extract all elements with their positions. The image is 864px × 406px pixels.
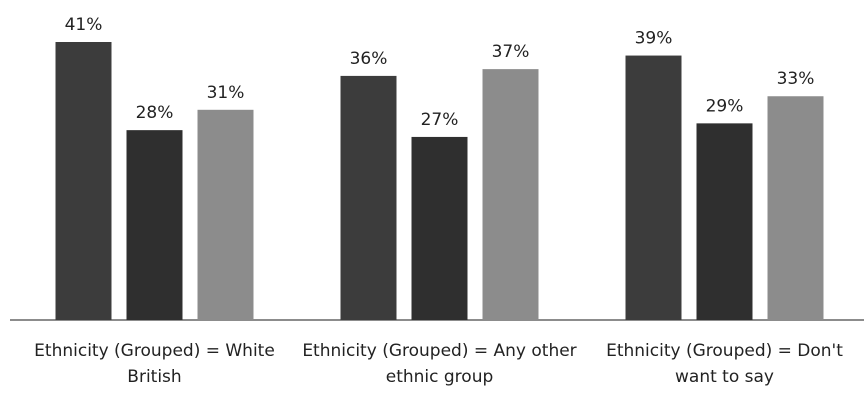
value-label: 37% <box>492 42 530 62</box>
bar <box>197 109 254 321</box>
bar <box>625 55 682 320</box>
bar <box>696 123 753 321</box>
bar <box>767 96 824 321</box>
value-label: 27% <box>421 110 459 130</box>
bar <box>126 130 183 320</box>
value-label: 39% <box>635 29 673 49</box>
value-label: 41% <box>65 15 103 35</box>
value-label: 28% <box>136 103 174 123</box>
x-tick-label: Ethnicity (Grouped) = Don't want to say <box>606 341 843 387</box>
x-tick-label: Ethnicity (Grouped) = White British <box>34 341 275 387</box>
value-label: 36% <box>350 49 388 69</box>
bar <box>55 42 112 320</box>
value-label: 33% <box>777 69 815 89</box>
bar <box>482 69 539 320</box>
value-label: 29% <box>706 96 744 116</box>
x-tick-label: Ethnicity (Grouped) = Any other ethnic g… <box>302 341 577 387</box>
value-label: 31% <box>207 83 245 103</box>
bar <box>411 136 468 320</box>
bar <box>340 75 397 320</box>
